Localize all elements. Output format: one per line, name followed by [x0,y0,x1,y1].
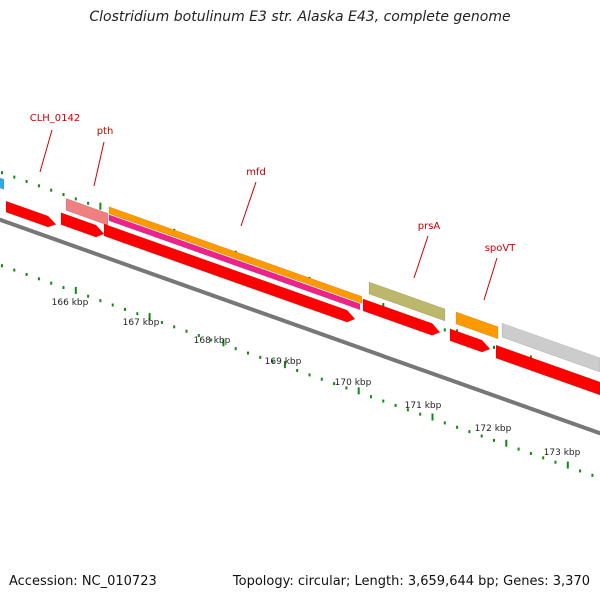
gene-next [501,322,600,373]
callout-line [93,141,105,187]
cds-bar [5,200,57,228]
gene-mfd-pink [108,214,361,311]
backbone-line [0,217,600,436]
gene-pth [65,198,109,226]
scale-labels: 166 kbp 167 kbp 168 kbp 169 kbp 170 kbp 171 k… [52,298,581,458]
callout-line [413,235,429,279]
cds-bar [103,223,356,323]
cds-bar [495,344,600,396]
kbp-label: 168 kbp [194,336,231,346]
kbp-label: 171 kbp [405,401,442,411]
kbp-label: 170 kbp [335,378,372,388]
gene-mfd [108,206,363,304]
map-title: Clostridium botulinum E3 str. Alaska E43… [89,9,511,25]
genome-backbone [0,217,600,436]
kbp-label: 167 kbp [123,318,160,328]
kbp-label: 166 kbp [52,298,89,308]
gene-spoVT [455,311,499,340]
gene-features [0,177,600,396]
accession-text: Accession: NC_010723 [9,574,157,589]
callout-line [240,181,257,227]
gene-left-edge [0,177,5,190]
callout-line [483,257,498,301]
gene-label-prsa: prsA [418,221,441,232]
kbp-label: 169 kbp [265,357,302,367]
gene-label-mfd: mfd [246,167,266,178]
kbp-label: 172 kbp [475,424,512,434]
gene-prsA [368,281,446,322]
cds-bar [60,212,105,238]
genome-info-text: Topology: circular; Length: 3,659,644 bp… [232,574,590,589]
gene-label-spovt: spoVT [485,243,517,254]
gene-label-pth: pth [97,126,114,137]
cds-bar [362,298,441,336]
kbp-label: 173 kbp [544,448,581,458]
cds-bar [449,328,491,353]
gene-label-clh-0142: CLH_0142 [30,113,81,124]
callout-line [39,129,53,173]
